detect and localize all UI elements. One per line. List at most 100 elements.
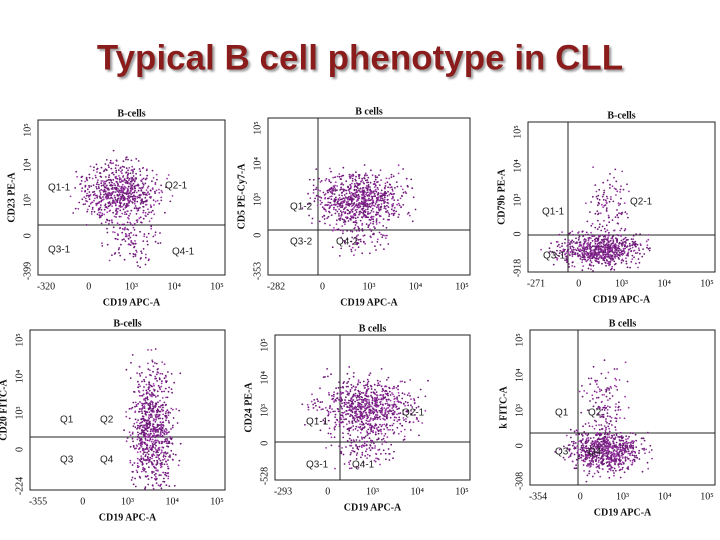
event-dot	[383, 202, 385, 205]
event-dot	[155, 396, 157, 398]
event-dot	[624, 456, 627, 459]
event-dot	[588, 463, 590, 465]
event-dot	[166, 463, 169, 466]
event-dot	[104, 221, 107, 224]
event-dot	[145, 200, 148, 202]
event-dot	[637, 247, 640, 250]
event-dot	[612, 440, 614, 443]
event-dot	[625, 435, 628, 437]
x-tick-label: 10⁴	[409, 281, 423, 292]
event-dot	[641, 255, 644, 258]
event-dot	[388, 213, 391, 216]
event-dot	[356, 206, 359, 209]
event-dot	[589, 264, 592, 266]
event-dot	[607, 470, 609, 473]
event-dot	[360, 180, 362, 183]
event-dot	[368, 218, 371, 221]
event-dot	[351, 205, 353, 208]
event-dot	[340, 206, 342, 209]
event-dot	[421, 422, 424, 424]
event-dot	[611, 265, 614, 268]
event-dot	[125, 411, 127, 413]
event-dot	[312, 189, 315, 191]
event-dot	[359, 182, 361, 185]
event-dot	[367, 428, 370, 431]
event-dot	[142, 211, 145, 214]
event-dot	[595, 259, 598, 262]
event-dot	[364, 455, 367, 457]
event-dot	[612, 239, 615, 242]
event-dot	[595, 443, 598, 445]
event-dot	[127, 158, 129, 161]
event-dot	[335, 387, 337, 390]
event-dot	[390, 186, 393, 189]
event-dot	[415, 406, 418, 409]
event-dot	[375, 410, 377, 412]
event-dot	[367, 216, 370, 219]
event-dot	[387, 186, 389, 189]
event-dot	[160, 449, 163, 452]
event-dot	[152, 441, 155, 443]
event-dot	[363, 189, 365, 192]
event-dot	[374, 195, 376, 197]
event-dot	[171, 195, 174, 197]
event-dot	[143, 402, 146, 405]
event-dot	[396, 408, 399, 411]
event-dot	[367, 184, 370, 186]
event-dot	[136, 421, 138, 424]
x-tick-label: 0	[80, 496, 85, 507]
event-dot	[134, 205, 137, 207]
event-dot	[397, 216, 400, 219]
plot-frame	[29, 329, 226, 491]
event-dot	[398, 394, 400, 397]
event-dot	[584, 240, 587, 243]
event-dot	[602, 259, 605, 261]
event-dot	[139, 444, 142, 447]
event-dot	[165, 453, 168, 455]
event-dot	[319, 189, 321, 192]
event-dot	[104, 182, 107, 185]
event-dot	[382, 417, 384, 420]
event-dot	[602, 257, 604, 259]
event-dot	[118, 175, 120, 177]
event-dot	[604, 204, 607, 207]
event-dot	[343, 200, 346, 203]
event-dot	[108, 259, 111, 262]
event-dot	[629, 454, 631, 457]
event-dot	[160, 483, 163, 486]
y-tick-label: 10⁴	[22, 158, 33, 172]
event-dot	[334, 413, 337, 416]
event-dot	[118, 205, 121, 207]
event-dot	[391, 407, 394, 409]
event-dot	[148, 220, 151, 223]
event-dot	[95, 194, 97, 197]
event-dot	[86, 208, 89, 211]
event-dot	[159, 485, 162, 487]
event-dot	[583, 447, 586, 449]
event-dot	[95, 202, 98, 205]
event-dot	[112, 231, 114, 233]
event-dot	[398, 416, 401, 419]
event-dot	[391, 188, 394, 191]
event-dot	[622, 249, 625, 252]
event-dot	[366, 415, 368, 417]
event-dot	[138, 194, 141, 196]
event-dot	[602, 198, 605, 201]
event-dot	[635, 446, 638, 448]
event-dot	[583, 255, 586, 258]
event-dot	[619, 431, 622, 434]
event-dot	[119, 215, 122, 218]
event-dot	[369, 418, 372, 421]
event-dot	[605, 253, 608, 256]
event-dot	[417, 396, 420, 399]
event-dot	[577, 453, 579, 455]
event-dot	[307, 406, 310, 409]
event-dot	[338, 445, 340, 448]
event-dot	[374, 388, 376, 391]
event-dot	[340, 418, 343, 421]
event-dot	[569, 448, 571, 451]
event-dot	[142, 458, 145, 461]
event-dot	[397, 385, 399, 388]
event-dot	[111, 186, 114, 189]
event-dot	[397, 388, 399, 391]
